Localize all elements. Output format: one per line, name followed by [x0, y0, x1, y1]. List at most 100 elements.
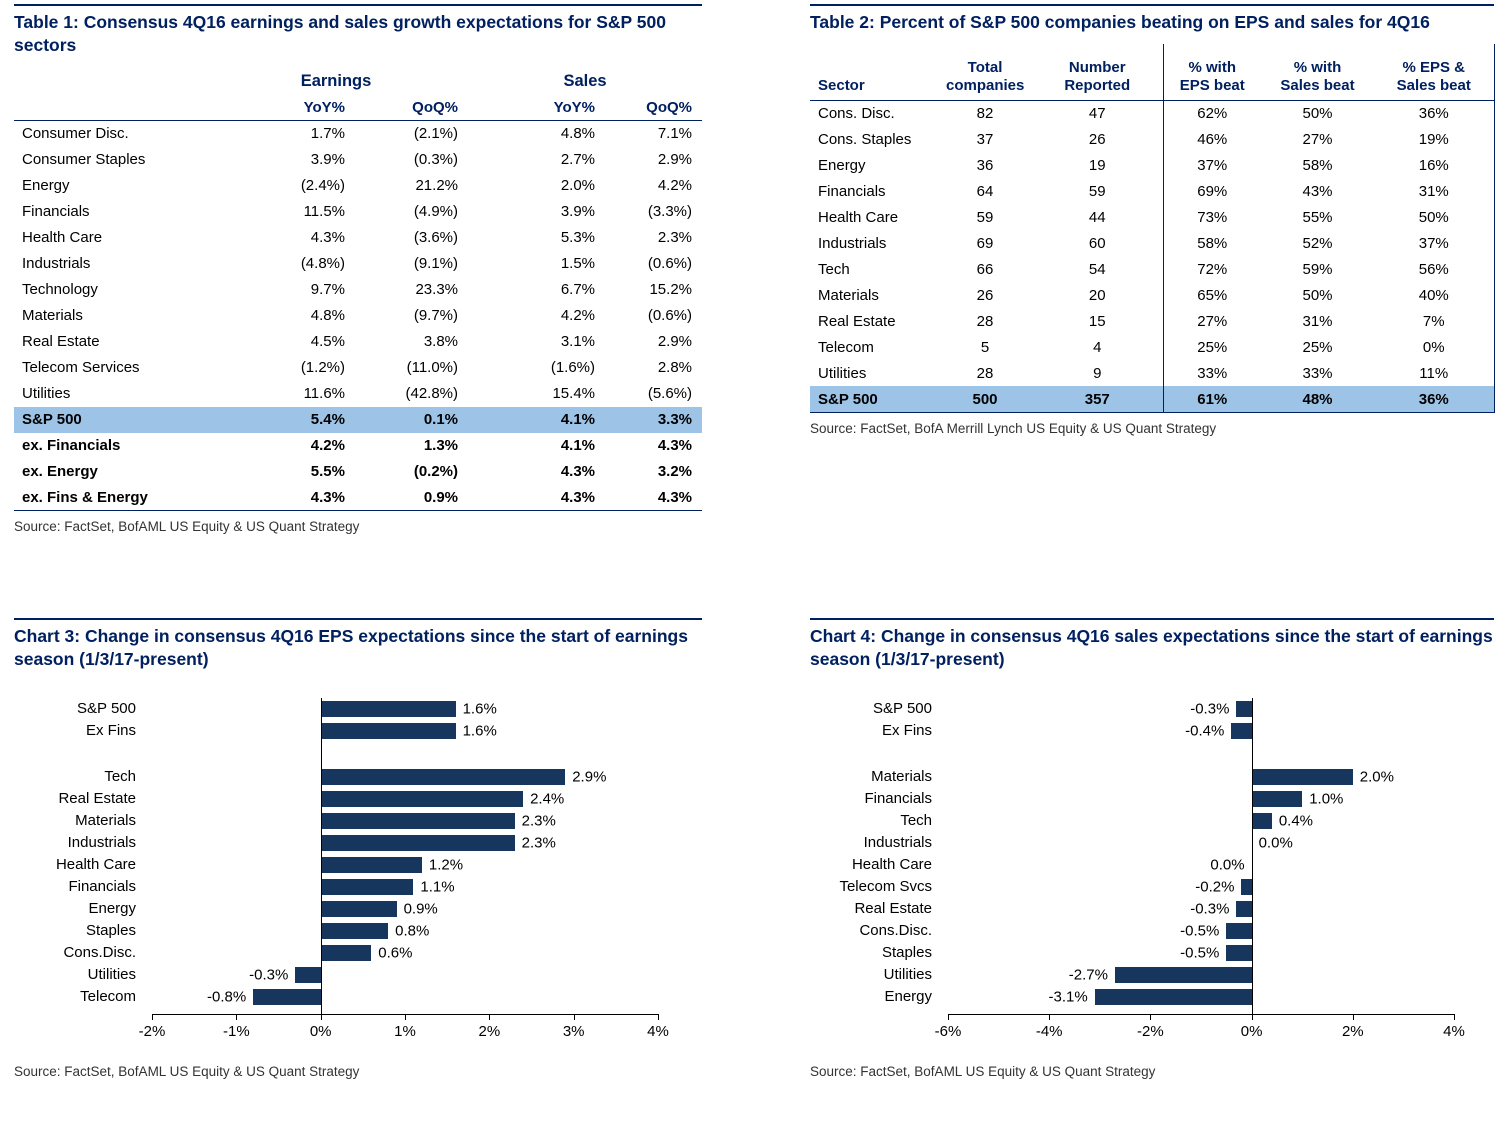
cell-value: 4.3%	[657, 437, 693, 455]
cell-value: 31%	[1302, 312, 1333, 330]
column-header: Total companies	[938, 44, 1032, 101]
table-row: Materials 26 20 65% 50% 40%	[810, 282, 1495, 309]
cell-value: (0.2%)	[413, 463, 459, 481]
x-tick-label: 2%	[478, 1022, 501, 1040]
table2-table: Sector Total companies Number Reported% with…	[810, 44, 1495, 413]
cell-value: 4.1%	[560, 437, 596, 455]
chart-rows: S&P 500 -0.3% Ex Fins -0.4% Materials 2.0% Fin…	[810, 697, 1494, 1014]
table-row: Real Estate 28 15 27% 31% 7%	[810, 308, 1495, 335]
x-tick-mark	[658, 1013, 659, 1020]
bar-value-label: 0.0%	[1258, 834, 1293, 852]
chart3-source: Source: FactSet, BofAML US Equity & US Q…	[14, 1063, 360, 1079]
chart-plot-row: -0.4%	[948, 720, 1454, 742]
chart-row: S&P 500 -0.3%	[810, 698, 1494, 720]
cell-value: 4.1%	[468, 406, 606, 433]
table-row: Consumer Disc. 1.7% (2.1%) 4.8% 7.1%	[14, 121, 702, 147]
row-label: Cons. Disc.	[818, 105, 895, 123]
chart-plot-row: -0.3%	[948, 898, 1454, 920]
bar-value-label: -0.3%	[249, 966, 289, 984]
bar	[320, 922, 389, 939]
cell-value: 56%	[1374, 256, 1495, 283]
row-label: Energy	[22, 177, 70, 195]
cell-value: 0.9%	[355, 484, 469, 512]
chart-plot-row: 0.0%	[948, 854, 1454, 876]
cell-value: 40%	[1374, 282, 1495, 309]
cell-value: (4.8%)	[300, 255, 345, 273]
bar	[320, 834, 515, 851]
chart-rows: S&P 500 1.6% Ex Fins 1.6% Tech 2.9% Real Estat…	[14, 697, 702, 1014]
cell-value: 19	[1088, 156, 1106, 174]
category-label: Ex Fins	[881, 722, 932, 740]
x-tick-label: -2%	[1137, 1022, 1164, 1040]
x-tick-mark	[489, 1013, 491, 1020]
bar-value-label: 2.9%	[572, 768, 607, 786]
cell-value: (3.3%)	[647, 203, 693, 221]
column-group-sales: Sales	[563, 71, 607, 90]
cell-value: 23.3%	[415, 281, 459, 299]
cell-value: 4.3%	[204, 484, 355, 512]
table-row: S&P 500 5.4% 0.1% 4.1% 3.3%	[14, 406, 703, 433]
chart-row: Tech 2.9%	[14, 766, 702, 788]
chart-row: Staples -0.5%	[810, 942, 1494, 964]
chart-row: Health Care 0.0%	[810, 854, 1494, 876]
cell-value: 28	[976, 312, 994, 330]
bar	[320, 878, 414, 895]
category-label: Staples	[881, 944, 932, 962]
chart-plot-row: 0.8%	[152, 920, 658, 942]
column-header: % with EPS beat	[1162, 44, 1261, 101]
cell-value: 21.2%	[415, 177, 459, 195]
cell-value: 46%	[1162, 126, 1261, 153]
category-label: Materials	[871, 768, 932, 786]
bar-value-label: 2.3%	[521, 834, 556, 852]
x-tick-label: -2%	[138, 1022, 166, 1040]
cell-value: 62%	[1162, 100, 1261, 127]
cell-value: (42.8%)	[405, 385, 459, 403]
row-label: Industrials	[818, 234, 887, 252]
bar	[320, 722, 456, 739]
table1-panel: Table 1: Consensus 4Q16 earnings and sal…	[14, 4, 703, 535]
cell-value: 3.1%	[560, 333, 596, 351]
table1-group-header-row: Earnings Sales	[14, 68, 702, 95]
cell-value: 33%	[1302, 364, 1333, 382]
cell-value: 3.9%	[560, 203, 596, 221]
x-tick-label: -4%	[1035, 1022, 1063, 1040]
cell-value: (4.9%)	[413, 203, 459, 221]
chart-plot-row: -0.2%	[948, 876, 1454, 898]
column-header: Number Reported	[1032, 44, 1163, 101]
x-tick-label: 2%	[1341, 1022, 1364, 1040]
category-label: Tech	[900, 812, 932, 830]
column-header-line: EPS beat	[1179, 76, 1245, 94]
cell-value: 1.5%	[560, 255, 596, 273]
cell-value: 15	[1088, 312, 1106, 330]
chart-row: Telecom -0.8%	[14, 986, 702, 1008]
cell-value: 36%	[1374, 386, 1495, 413]
cell-value: 4.2%	[310, 437, 345, 455]
cell-value: 61%	[1162, 386, 1261, 413]
row-label: Consumer Staples	[22, 151, 146, 169]
cell-value: 5.4%	[204, 406, 355, 433]
cell-value: 4.2%	[560, 307, 596, 325]
cell-value: 47	[1088, 105, 1106, 123]
bar-value-label: 0.0%	[1210, 856, 1245, 874]
x-axis-line	[948, 1013, 1454, 1015]
x-tick-label: 0%	[309, 1022, 332, 1040]
row-label: Cons. Staples	[818, 130, 912, 148]
table1-source: Source: FactSet, BofAML US Equity & US Q…	[14, 519, 360, 535]
cell-value: 4.5%	[310, 333, 345, 351]
x-axis: -6% -4% -2% 0% 2% 4%	[935, 1013, 1465, 1044]
table-row: Materials 4.8% (9.7%) 4.2% (0.6%)	[14, 303, 702, 329]
bar	[1241, 878, 1252, 895]
chart3-bar-chart: S&P 500 1.6% Ex Fins 1.6% Tech 2.9% Real Estat…	[14, 697, 702, 1044]
column-header-line: Reported	[1064, 76, 1131, 94]
cell-value: 4.3%	[605, 484, 703, 512]
cell-value: 2.8%	[657, 359, 693, 377]
table-row: ex. Fins & Energy 4.3% 0.9% 4.3% 4.3%	[14, 484, 703, 512]
cell-value: 43%	[1302, 182, 1333, 200]
column-header-line: % EPS &	[1402, 58, 1466, 76]
column-group-earnings: Earnings	[300, 71, 372, 90]
table-row: Industrials 69 60 58% 52% 37%	[810, 230, 1495, 257]
cell-value: 50%	[1302, 105, 1333, 123]
bar-value-label: 2.3%	[521, 812, 556, 830]
chart-plot-row: 1.6%	[152, 698, 658, 720]
table-row: Utilities 11.6% (42.8%) 15.4% (5.6%)	[14, 381, 702, 407]
